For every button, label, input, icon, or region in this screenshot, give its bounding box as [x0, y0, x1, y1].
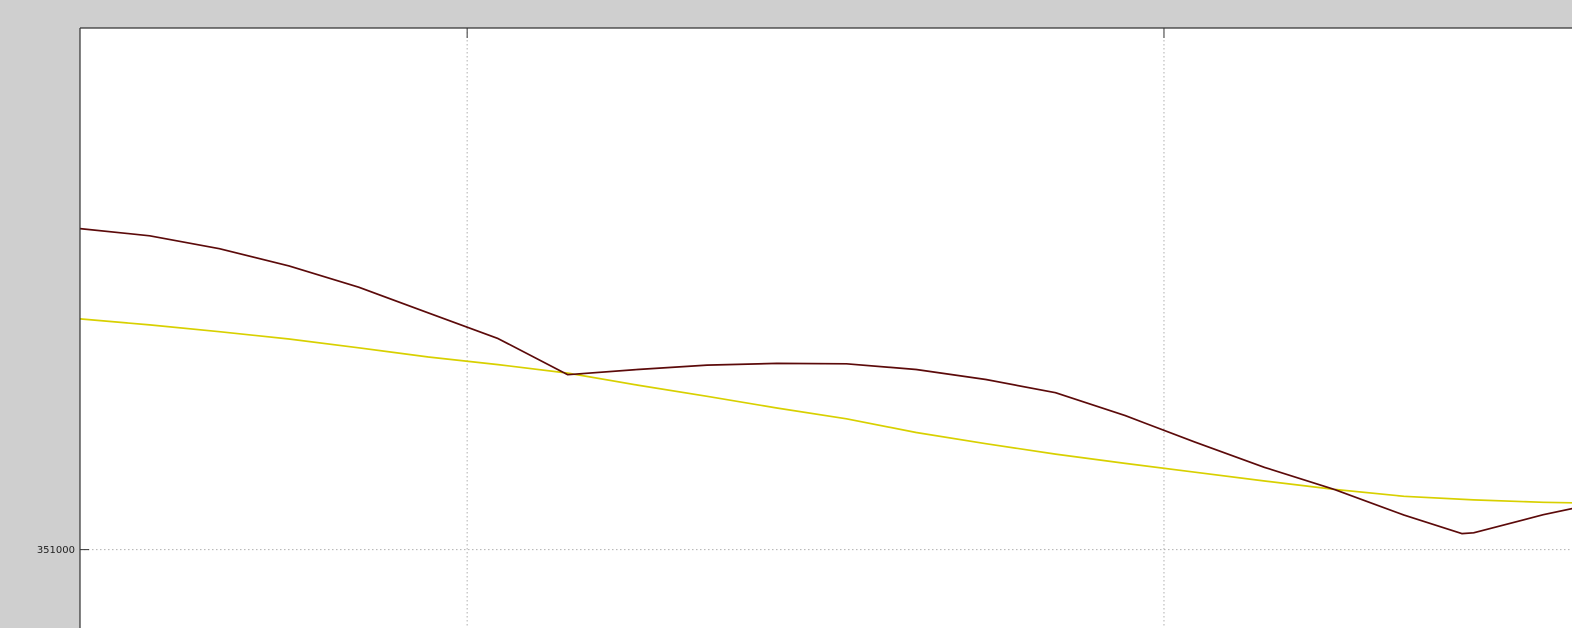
y-tick-label-0: 351000: [37, 545, 75, 556]
ticks: 351000: [37, 28, 1165, 556]
series-line-0: [79, 227, 1572, 535]
plot-area: [80, 28, 1572, 628]
axes: [79, 27, 1572, 628]
series-layer: [79, 227, 1572, 535]
series-line-1: [79, 318, 1572, 504]
